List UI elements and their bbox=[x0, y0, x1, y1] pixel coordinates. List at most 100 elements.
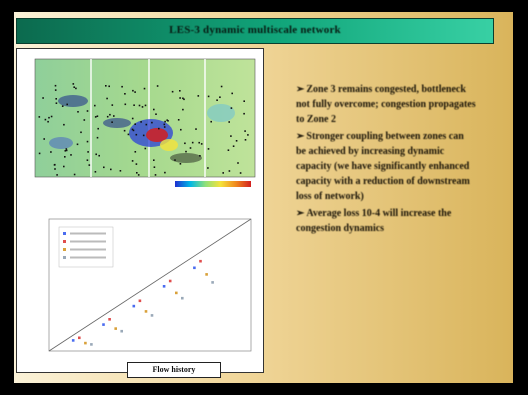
bullet-text: Average loss 10-4 will increase the cong… bbox=[296, 207, 452, 234]
heatmap-speck bbox=[94, 171, 97, 173]
scatter-point bbox=[84, 341, 87, 345]
heatmap-speck bbox=[43, 138, 45, 140]
heatmap-speck bbox=[109, 113, 111, 116]
heatmap-speck bbox=[198, 141, 200, 144]
heatmap-speck bbox=[230, 107, 233, 109]
heatmap-speck bbox=[174, 159, 176, 161]
bullet-item: ➢ Stronger coupling between zones can be … bbox=[296, 129, 476, 205]
heatmap-speck bbox=[70, 154, 72, 156]
heatmap-speck bbox=[44, 118, 47, 121]
heatmap-speck bbox=[235, 140, 238, 142]
heatmap-speck bbox=[239, 172, 242, 174]
heatmap-speck bbox=[61, 105, 64, 107]
legend-label-placeholder bbox=[70, 248, 106, 251]
heatmap-speck bbox=[121, 85, 123, 88]
heatmap-speck bbox=[141, 106, 144, 108]
heatmap-speck bbox=[180, 128, 182, 131]
heatmap-speck bbox=[131, 160, 134, 162]
heatmap-speck bbox=[164, 171, 166, 174]
heatmap-speck bbox=[164, 120, 166, 123]
figure-panel: Flow history bbox=[16, 48, 264, 378]
legend-marker bbox=[63, 256, 66, 259]
heatmap-speck bbox=[86, 159, 89, 161]
heatmap-speck bbox=[76, 143, 79, 146]
heatmap-speck bbox=[124, 103, 127, 106]
reference-line bbox=[48, 218, 252, 352]
heatmap-speck bbox=[55, 98, 57, 100]
scatter-point bbox=[132, 304, 136, 308]
heatmap-speck bbox=[94, 116, 97, 118]
heatmap-speck bbox=[105, 85, 107, 87]
heatmap-speck bbox=[38, 152, 41, 155]
heatmap-speck bbox=[158, 127, 160, 130]
scatter-point bbox=[199, 259, 202, 263]
heatmap-speck bbox=[48, 116, 50, 119]
heatmap-speck bbox=[86, 110, 89, 112]
bullet-arrow-icon: ➢ bbox=[296, 130, 305, 142]
heatmap-speck bbox=[195, 128, 197, 130]
heatmap-speck bbox=[124, 93, 126, 95]
heatmap-speck bbox=[64, 150, 67, 152]
scatter-point bbox=[211, 281, 214, 284]
heatmap-speck bbox=[143, 87, 146, 90]
heatmap-speck bbox=[228, 121, 230, 123]
slide-title: LES-3 dynamic multiscale network bbox=[169, 24, 341, 36]
heatmap-speck bbox=[207, 148, 210, 150]
heatmap-speck bbox=[182, 108, 184, 111]
heatmap-speck bbox=[153, 159, 155, 161]
heatmap-speck bbox=[106, 97, 108, 100]
heatmap-speck bbox=[191, 141, 194, 144]
heatmap-speck bbox=[50, 151, 52, 153]
heatmap-speck bbox=[135, 163, 138, 165]
heatmap-speck bbox=[222, 172, 224, 174]
heatmap-speck bbox=[228, 170, 231, 172]
heatmap-speck bbox=[153, 166, 156, 168]
heatmap-speck bbox=[137, 174, 140, 176]
heatmap-speck bbox=[220, 85, 223, 88]
scatter-point bbox=[193, 266, 196, 270]
bullet-item: ➢ Average loss 10-4 will increase the con… bbox=[296, 206, 476, 236]
heatmap-speck bbox=[73, 173, 76, 176]
heatmap-speck bbox=[86, 140, 89, 143]
heatmap-speck bbox=[65, 148, 68, 150]
scatter-point bbox=[102, 323, 105, 326]
heatmap-speck bbox=[54, 168, 56, 170]
heatmap-speck bbox=[73, 86, 75, 88]
heatmap-speck bbox=[50, 115, 53, 118]
scatter-point bbox=[144, 310, 148, 313]
legend-label-placeholder bbox=[70, 240, 106, 243]
heatmap-speck bbox=[106, 115, 109, 118]
scatter-point bbox=[150, 314, 154, 317]
slide-title-bar: LES-3 dynamic multiscale network bbox=[16, 18, 494, 44]
scatter-point bbox=[114, 327, 117, 330]
heatmap-speck bbox=[131, 117, 134, 120]
heatmap-speck bbox=[156, 85, 159, 87]
heatmap-speck bbox=[163, 123, 166, 126]
heatmap-speck bbox=[134, 151, 137, 153]
heatmap-speck bbox=[144, 147, 147, 150]
heatmap-speck bbox=[145, 123, 148, 126]
heatmap-speck bbox=[87, 151, 89, 153]
heatmap-speck bbox=[63, 123, 65, 126]
heatmap-speck bbox=[243, 112, 245, 115]
heatmap-speckle bbox=[38, 83, 249, 176]
heatmap-speck bbox=[200, 143, 203, 145]
legend-marker bbox=[63, 232, 66, 235]
heatmap-speck bbox=[110, 168, 112, 171]
heatmap-speck bbox=[182, 97, 184, 100]
heatmap-speck bbox=[96, 115, 99, 117]
heatmap-speck bbox=[42, 97, 44, 99]
heatmap-speck bbox=[77, 111, 79, 113]
heatmap-speck bbox=[95, 153, 97, 156]
scatter-point bbox=[205, 273, 208, 276]
heatmap-speck bbox=[171, 90, 174, 93]
heatmap-speck bbox=[232, 145, 235, 147]
heatmap-speck bbox=[111, 121, 113, 123]
heatmap-speck bbox=[142, 134, 145, 137]
heatmap-speck bbox=[153, 108, 155, 111]
heatmap-speck bbox=[136, 172, 138, 174]
heatmap-speck bbox=[134, 123, 136, 125]
heatmap-speck bbox=[197, 95, 200, 97]
heatmap-speck bbox=[113, 115, 115, 117]
